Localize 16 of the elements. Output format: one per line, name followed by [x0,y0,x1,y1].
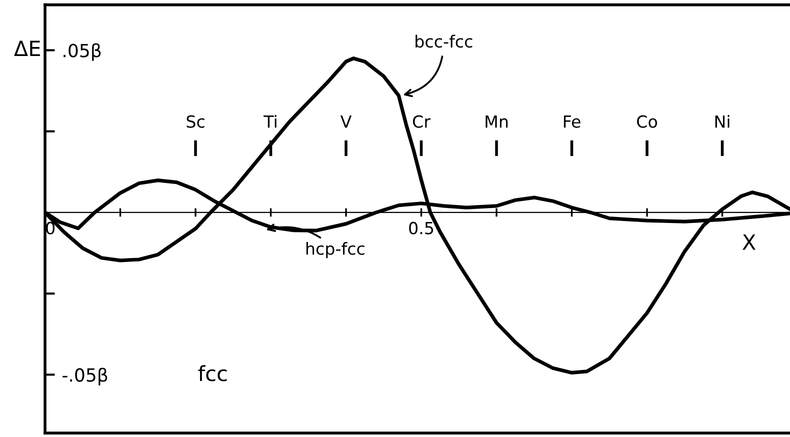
ref-line-label: Mn [486,115,508,128]
ref-line-label: Fe [564,115,580,128]
x-tick-label: 0.5 [409,222,434,234]
ref-line-label: Ti [264,114,276,128]
y-axis-title: ΔE [14,40,40,56]
annotation: fcc [198,365,227,382]
ref-line-label: Sc [186,115,204,128]
ref-line-label: Co [637,115,658,128]
ref-line-label: Ni [715,114,730,128]
y-tick-label: .05β [64,43,101,61]
annotation: hcp-fcc [306,242,364,258]
x-axis-title: X [742,234,756,250]
ref-line-label: V [340,115,352,128]
y-tick-label: -.05β [62,368,108,386]
annotation: bcc-fcc [416,34,472,48]
ref-line-label: Cr [412,115,431,128]
